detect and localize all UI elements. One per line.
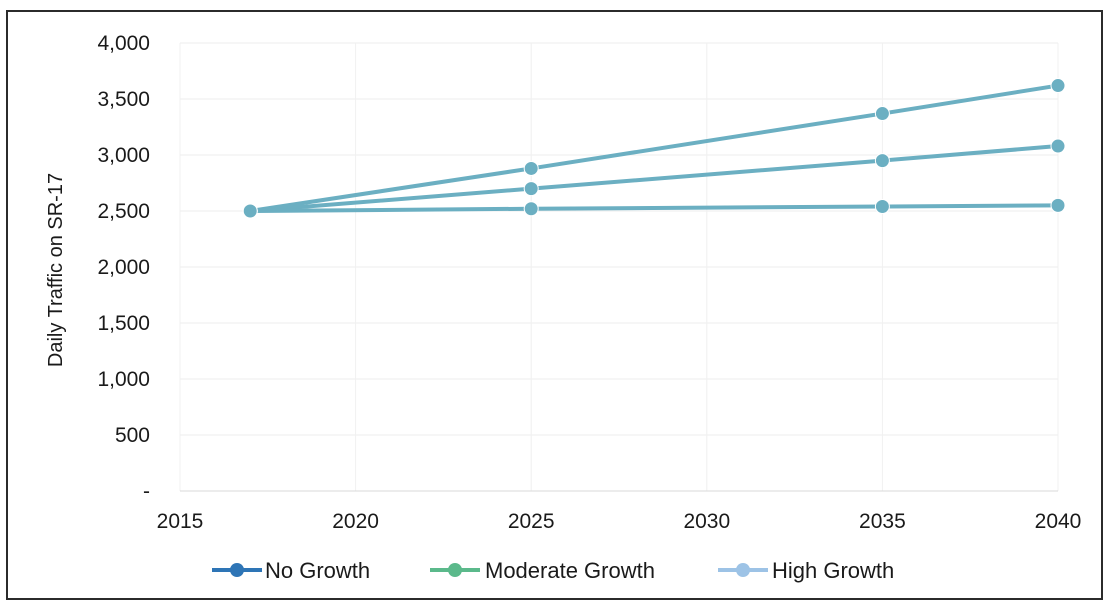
data-point [523,160,539,176]
legend-label: Moderate Growth [485,558,655,583]
y-tick-label: 1,000 [97,368,150,391]
x-tick-label: 2040 [1035,510,1082,533]
x-tick-label: 2015 [157,510,204,533]
data-point [523,201,539,217]
data-point [1050,78,1066,94]
data-point [523,181,539,197]
y-tick-label: 2,500 [97,200,150,223]
series-group [242,78,1066,219]
data-point [1050,138,1066,154]
legend-swatch-marker [448,563,462,577]
series-line [249,83,1059,213]
legend-swatch-marker [736,563,750,577]
y-tick-label: 3,500 [97,88,150,111]
y-tick-label: 500 [115,424,150,447]
series-line [250,203,1059,213]
series-line [250,144,1059,213]
y-tick-label: - [143,480,150,503]
axes: - 500 1,000 1,500 2,000 2,500 3,000 3,500 4,000 2… [97,32,1081,533]
legend-swatch-marker [230,563,244,577]
legend-label: No Growth [265,558,370,583]
x-tick-label: 2020 [332,510,379,533]
data-point [1050,197,1066,213]
data-point [874,153,890,169]
y-tick-label: 3,000 [97,144,150,167]
legend-label: High Growth [772,558,894,583]
x-tick-label: 2030 [683,510,730,533]
legend: No Growth Moderate Growth High Growth [212,558,894,583]
y-tick-label: 1,500 [97,312,150,335]
y-axis-label: Daily Traffic on SR-17 [45,173,67,367]
data-point [874,106,890,122]
data-point [242,203,258,219]
y-tick-label: 2,000 [97,256,150,279]
data-point [874,199,890,215]
x-tick-label: 2035 [859,510,906,533]
x-tick-label: 2025 [508,510,555,533]
grid [179,42,1059,491]
y-tick-label: 4,000 [97,32,150,55]
